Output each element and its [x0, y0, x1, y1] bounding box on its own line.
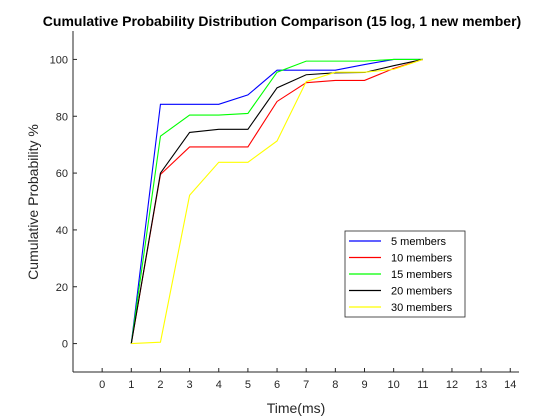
x-tick-label: 6	[274, 379, 280, 391]
plot-area	[73, 31, 519, 372]
y-tick-label: 0	[62, 339, 68, 351]
x-tick-label: 9	[361, 379, 367, 391]
x-tick-label: 13	[475, 379, 487, 391]
x-tick-label: 3	[187, 379, 193, 391]
y-tick-label: 60	[56, 168, 68, 180]
x-tick-label: 10	[388, 379, 400, 391]
x-tick-label: 5	[245, 379, 251, 391]
legend-entry-label: 30 members	[391, 302, 453, 314]
y-tick-labels: 0 20 40 60 80 100	[50, 54, 77, 351]
x-tick-label: 14	[504, 379, 516, 391]
x-tick-label: 7	[303, 379, 309, 391]
series-line-30-members	[131, 58, 423, 345]
y-tick-label: 100	[50, 54, 68, 66]
series-line-5-members	[130, 58, 423, 344]
series-line-10-members	[130, 58, 423, 344]
plot-background	[73, 31, 519, 372]
y-axis-label: Cumulative Probability %	[25, 124, 41, 280]
axes-layer	[72, 31, 519, 373]
x-tick-label: 4	[216, 379, 222, 391]
legend: 5 members 10 members 15 members 20 members 3…	[344, 230, 466, 318]
x-axis-label: Time(ms)	[267, 400, 326, 416]
x-tick-labels: 0 1 2 3 4 5 6 7 8 9 10 11 12 13 14	[99, 368, 516, 391]
legend-entry-label: 15 members	[391, 269, 453, 281]
x-tick-label: 11	[417, 379, 428, 391]
x-tick-label: 12	[446, 379, 458, 391]
x-tick-label: 0	[99, 379, 105, 391]
x-tick-label: 2	[157, 379, 163, 391]
y-tick-label: 80	[56, 111, 68, 123]
series-layer	[130, 58, 423, 345]
x-tick-label: 1	[128, 379, 134, 391]
series-line-20-members	[130, 58, 423, 344]
legend-entry-label: 10 members	[391, 253, 453, 265]
y-tick-label: 20	[56, 282, 68, 294]
chart-title: Cumulative Probability Distribution Comp…	[43, 13, 521, 29]
x-tick-label: 8	[332, 379, 338, 391]
legend-entry-label: 20 members	[391, 286, 453, 298]
series-line-15-members	[130, 58, 423, 344]
legend-entry-label: 5 members	[391, 236, 447, 248]
y-tick-label: 40	[56, 225, 68, 237]
